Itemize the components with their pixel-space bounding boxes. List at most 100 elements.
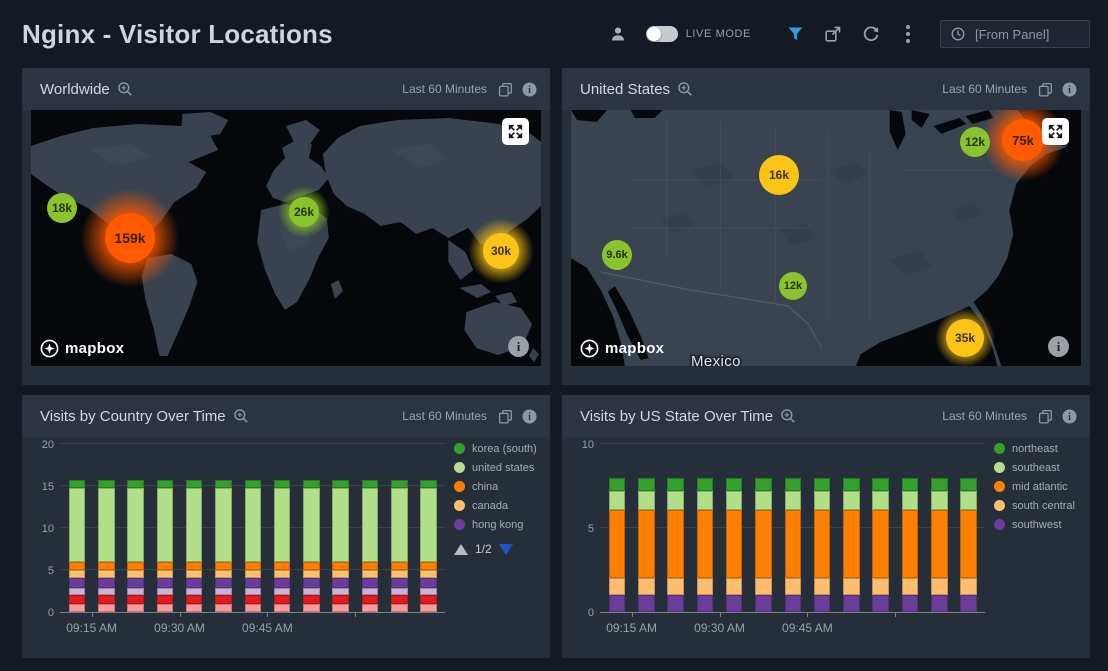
legend-prev-page-icon[interactable]	[454, 543, 468, 555]
bar-segment[interactable]	[420, 570, 437, 579]
bar-segment[interactable]	[608, 578, 626, 596]
bar-segment[interactable]	[215, 487, 232, 562]
bar-segment[interactable]	[303, 570, 320, 579]
bar-segment[interactable]	[98, 595, 115, 605]
map-bubble[interactable]: 75k	[1002, 119, 1044, 161]
bar-segment[interactable]	[843, 509, 860, 579]
bar-segment[interactable]	[215, 595, 232, 605]
copy-icon[interactable]	[498, 409, 513, 424]
us-map[interactable]: Mexico mapbox i 12k 75k 16k 9.6k 12k 35k	[571, 110, 1081, 366]
bar-segment[interactable]	[901, 491, 919, 510]
legend-item[interactable]: united states	[454, 458, 537, 477]
bar-segment[interactable]	[244, 487, 261, 562]
bar-segment[interactable]	[931, 477, 948, 492]
bar-segment[interactable]	[638, 595, 655, 612]
map-bubble[interactable]: 12k	[779, 272, 807, 300]
bar-segment[interactable]	[696, 491, 714, 510]
bar-segment[interactable]	[725, 491, 743, 510]
bar-segment[interactable]	[608, 491, 626, 510]
legend-item[interactable]: canada	[454, 496, 537, 515]
map-bubble[interactable]: 18k	[47, 193, 77, 223]
mapbox-attribution[interactable]: mapbox	[580, 339, 664, 358]
bar-segment[interactable]	[303, 587, 320, 596]
filter-icon[interactable]	[787, 26, 804, 42]
bar-segment[interactable]	[185, 587, 203, 596]
bar-segment[interactable]	[391, 595, 408, 605]
legend-item[interactable]: mid atlantic	[994, 477, 1075, 496]
bar-segment[interactable]	[960, 509, 977, 579]
bar-segment[interactable]	[98, 487, 115, 562]
bar-segment[interactable]	[391, 570, 408, 579]
bar-segment[interactable]	[156, 570, 174, 579]
copy-icon[interactable]	[498, 82, 513, 97]
bar-segment[interactable]	[391, 561, 408, 570]
bar-segment[interactable]	[361, 480, 379, 488]
bar-segment[interactable]	[273, 578, 291, 588]
bar-segment[interactable]	[901, 509, 919, 579]
bar-segment[interactable]	[843, 578, 860, 596]
bar-segment[interactable]	[361, 570, 379, 579]
legend-item[interactable]: hong kong	[454, 515, 537, 534]
bar-segment[interactable]	[667, 477, 684, 492]
bar-segment[interactable]	[273, 480, 291, 488]
bar-segment[interactable]	[215, 578, 232, 588]
bar-segment[interactable]	[391, 480, 408, 488]
bar-segment[interactable]	[273, 595, 291, 605]
user-icon[interactable]	[610, 26, 626, 42]
bar-segment[interactable]	[68, 587, 86, 596]
bar-segment[interactable]	[98, 604, 115, 612]
bar-segment[interactable]	[98, 587, 115, 596]
bar-segment[interactable]	[608, 509, 626, 579]
bar-segment[interactable]	[784, 491, 801, 510]
bar-segment[interactable]	[725, 477, 743, 492]
bar-segment[interactable]	[608, 477, 626, 492]
bar-segment[interactable]	[960, 578, 977, 596]
bar-segment[interactable]	[127, 487, 144, 562]
bar-segment[interactable]	[784, 578, 801, 596]
bar-segment[interactable]	[638, 509, 655, 579]
bar-segment[interactable]	[244, 561, 261, 570]
bar-segment[interactable]	[872, 491, 889, 510]
mapbox-attribution[interactable]: mapbox	[40, 339, 124, 358]
bar-segment[interactable]	[156, 578, 174, 588]
map-bubble[interactable]: 12k	[960, 127, 990, 157]
bar-segment[interactable]	[361, 487, 379, 562]
bar-segment[interactable]	[725, 509, 743, 579]
bar-segment[interactable]	[931, 578, 948, 596]
bar-segment[interactable]	[273, 570, 291, 579]
legend-item[interactable]: northeast	[994, 439, 1075, 458]
bar-segment[interactable]	[156, 561, 174, 570]
bar-segment[interactable]	[273, 587, 291, 596]
bar-segment[interactable]	[843, 491, 860, 510]
bar-segment[interactable]	[332, 480, 349, 488]
bar-segment[interactable]	[931, 595, 948, 612]
bar-segment[interactable]	[68, 578, 86, 588]
bar-segment[interactable]	[931, 491, 948, 510]
info-icon[interactable]: i	[1062, 409, 1077, 424]
time-picker[interactable]: [From Panel]	[940, 20, 1090, 48]
zoom-icon[interactable]	[233, 408, 249, 424]
bar-segment[interactable]	[420, 595, 437, 605]
bar-segment[interactable]	[638, 578, 655, 596]
legend-item[interactable]: china	[454, 477, 537, 496]
bar-segment[interactable]	[215, 480, 232, 488]
bar-segment[interactable]	[361, 595, 379, 605]
bar-segment[interactable]	[332, 587, 349, 596]
bar-segment[interactable]	[273, 604, 291, 612]
bar-segment[interactable]	[901, 477, 919, 492]
bar-segment[interactable]	[215, 604, 232, 612]
bar-segment[interactable]	[872, 509, 889, 579]
bar-segment[interactable]	[127, 587, 144, 596]
bar-segment[interactable]	[784, 509, 801, 579]
bar-segment[interactable]	[244, 604, 261, 612]
info-icon[interactable]: i	[1062, 82, 1077, 97]
bar-segment[interactable]	[127, 604, 144, 612]
bar-segment[interactable]	[303, 487, 320, 562]
bar-segment[interactable]	[872, 595, 889, 612]
bar-segment[interactable]	[303, 595, 320, 605]
bar-segment[interactable]	[244, 587, 261, 596]
bar-segment[interactable]	[98, 561, 115, 570]
bar-segment[interactable]	[185, 604, 203, 612]
copy-icon[interactable]	[1038, 409, 1053, 424]
bar-segment[interactable]	[185, 487, 203, 562]
